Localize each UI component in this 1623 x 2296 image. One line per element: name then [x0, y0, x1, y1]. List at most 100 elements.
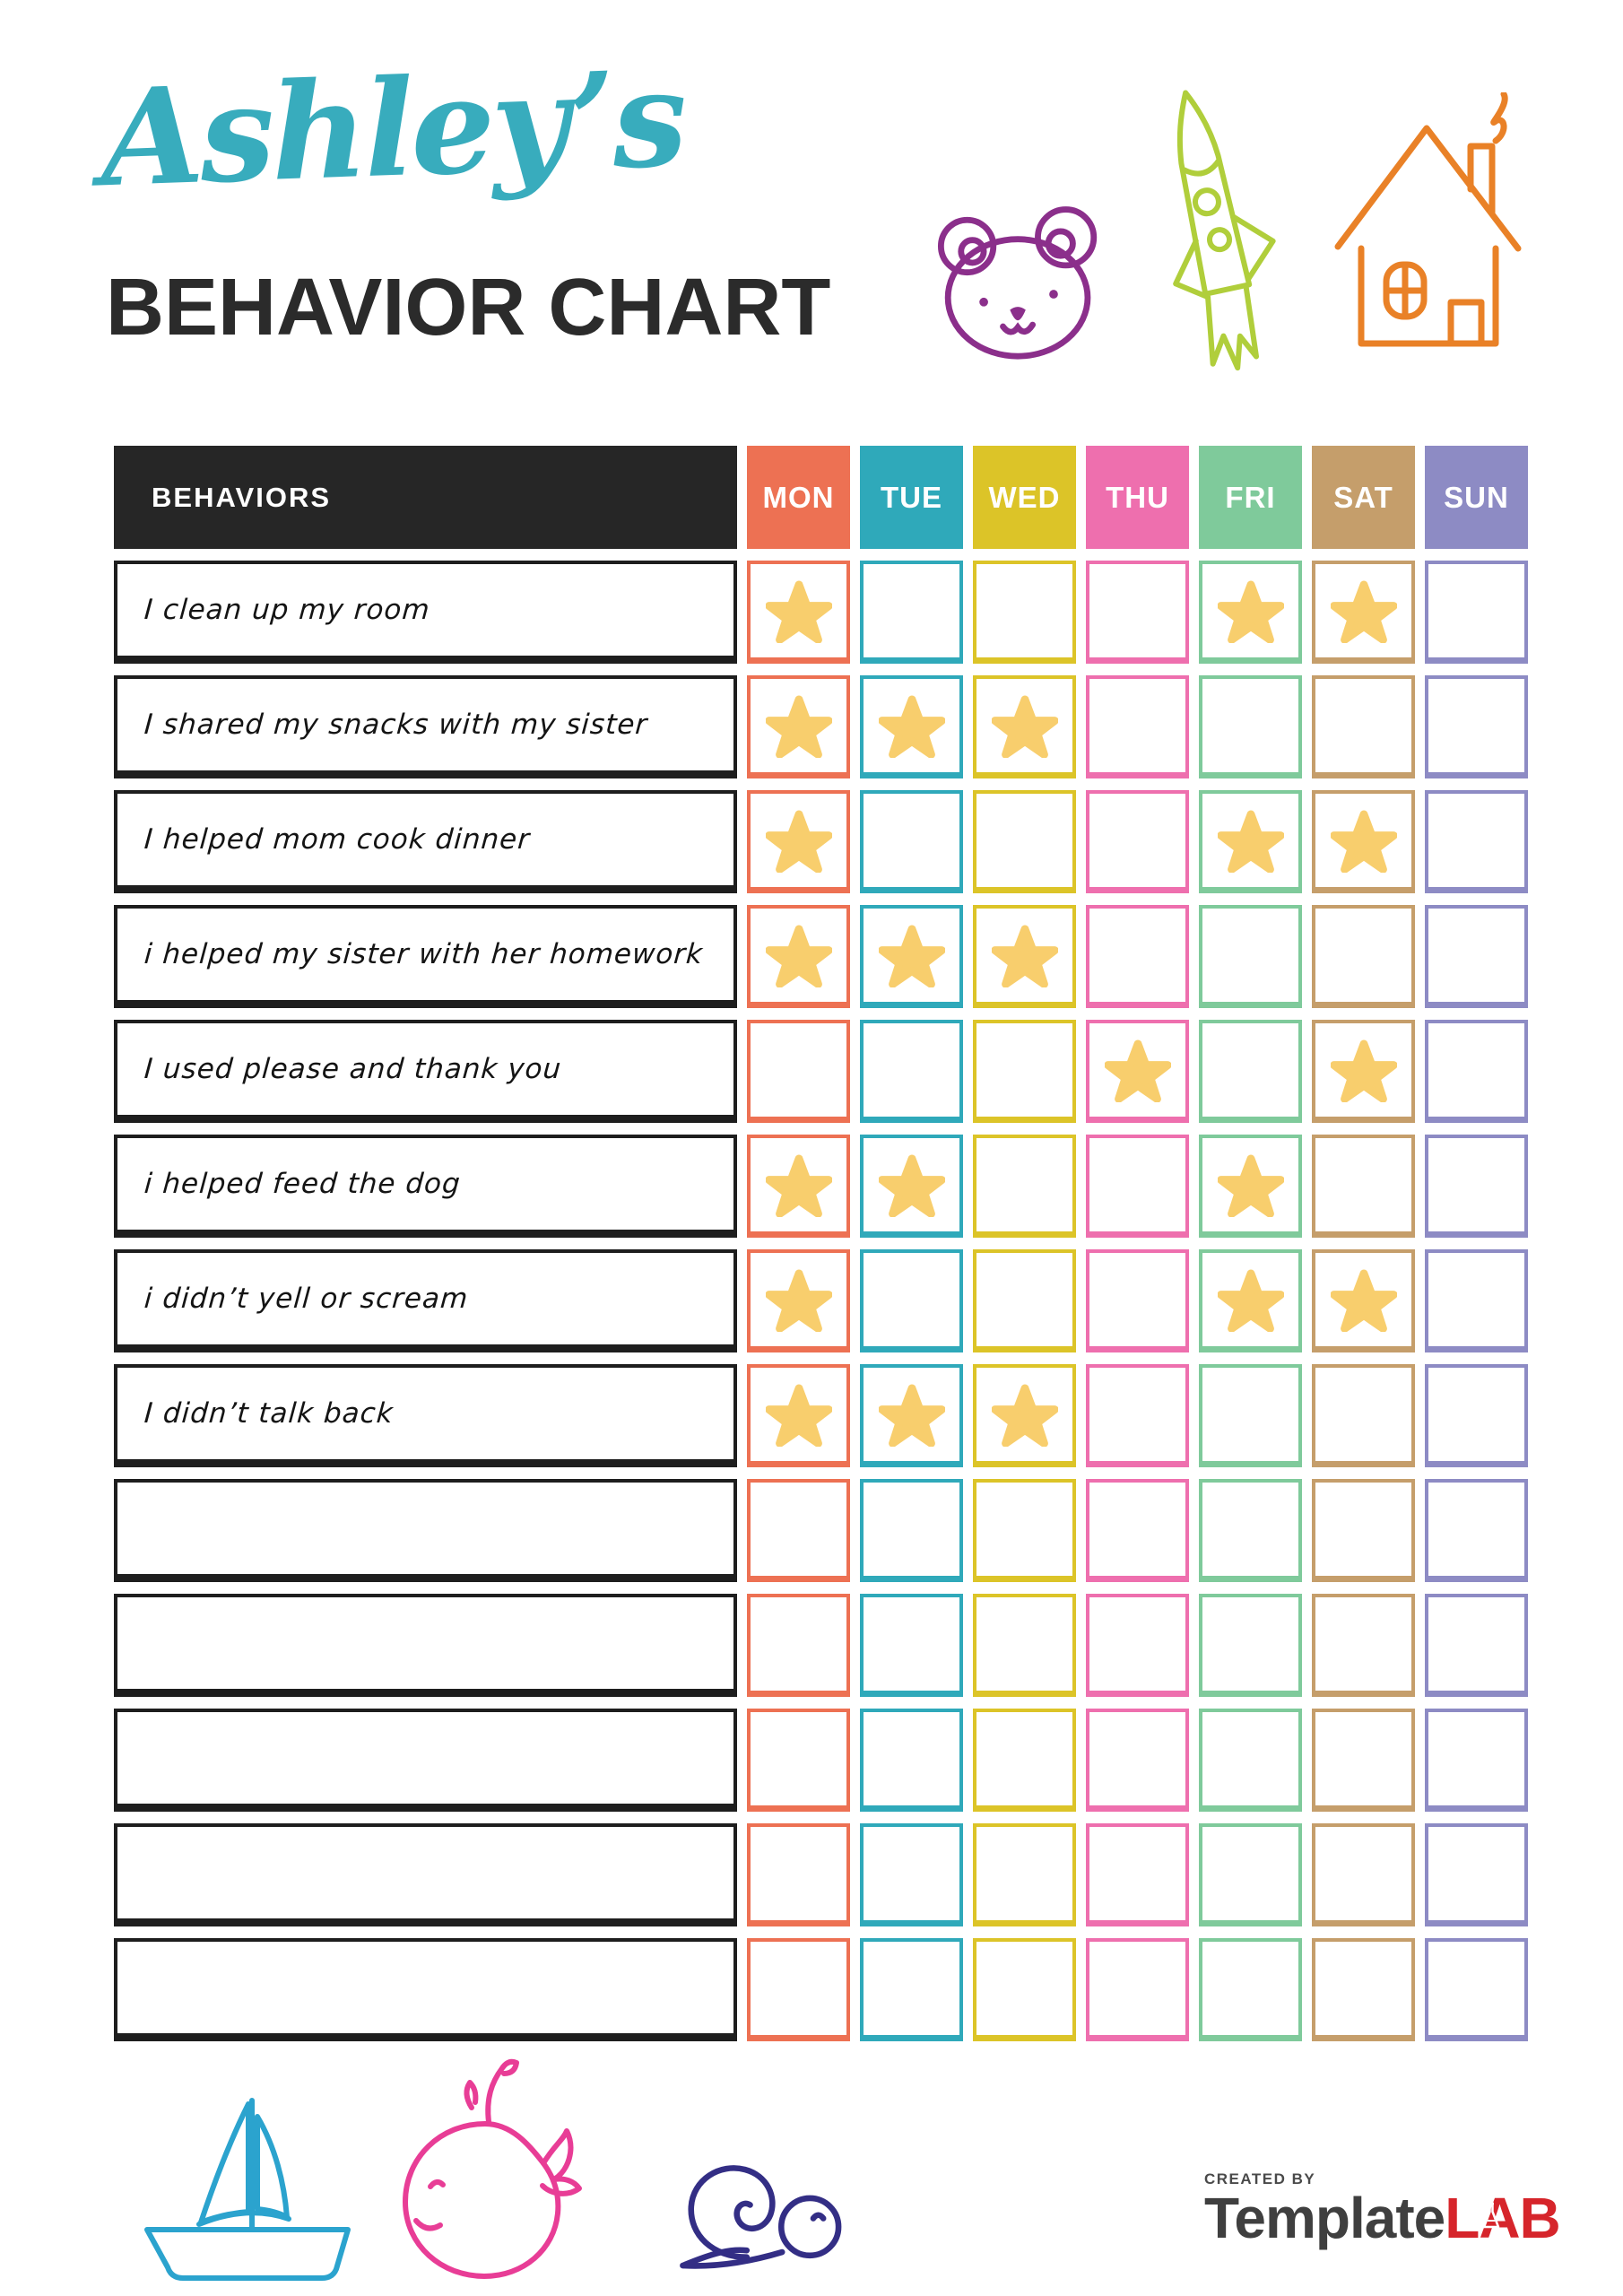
star-cell-wed [973, 1249, 1076, 1352]
star-cell-mon [747, 790, 850, 893]
star-cell-tue [860, 561, 963, 664]
star-cell-tue [860, 905, 963, 1008]
star-cell-sat [1312, 1020, 1415, 1123]
behavior-label: i helped feed the dog [114, 1135, 737, 1238]
star-cell-thu [1086, 1135, 1189, 1238]
star-cell-thu [1086, 1479, 1189, 1582]
star-cell-tue [860, 675, 963, 778]
star-cell-sun [1425, 1020, 1528, 1123]
star-cell-thu [1086, 905, 1189, 1008]
page-title: BEHAVIOR CHART [106, 263, 831, 352]
star-cell-fri [1199, 905, 1302, 1008]
day-header-sat: SAT [1312, 446, 1415, 549]
behavior-text: i helped feed the dog [143, 1168, 462, 1200]
star-cell-sun [1425, 905, 1528, 1008]
star-cell-tue [860, 1479, 963, 1582]
behavior-text: i didn’t yell or scream [143, 1283, 470, 1315]
star-cell-sat [1312, 1594, 1415, 1697]
house-icon [1334, 92, 1522, 347]
brand-primary-text: Template [1204, 2186, 1445, 2250]
star-cell-sun [1425, 790, 1528, 893]
star-cell-sat [1312, 1938, 1415, 2041]
behaviors-column-header: BEHAVIORS [114, 446, 737, 549]
star-icon [1330, 809, 1397, 873]
star-cell-sun [1425, 561, 1528, 664]
behavior-label: I didn’t talk back [114, 1364, 737, 1467]
star-cell-sun [1425, 1364, 1528, 1467]
templatelab-logo: CREATED BY TemplateLAB [1204, 2170, 1561, 2250]
behavior-label [114, 1479, 737, 1582]
star-cell-sat [1312, 1249, 1415, 1352]
star-icon [878, 1383, 945, 1447]
star-cell-sat [1312, 1823, 1415, 1926]
star-icon [1330, 579, 1397, 643]
rocket-icon [1173, 90, 1276, 371]
star-icon [991, 924, 1058, 987]
behavior-text: I shared my snacks with my sister [143, 709, 649, 741]
star-cell-sat [1312, 905, 1415, 1008]
star-cell-thu [1086, 1249, 1189, 1352]
behavior-label: i helped my sister with her homework [114, 905, 737, 1008]
star-cell-fri [1199, 1709, 1302, 1812]
star-icon [1217, 809, 1284, 873]
star-cell-sun [1425, 1479, 1528, 1582]
star-cell-mon [747, 1594, 850, 1697]
star-cell-fri [1199, 1249, 1302, 1352]
behavior-label: I helped mom cook dinner [114, 790, 737, 893]
star-cell-mon [747, 561, 850, 664]
star-cell-wed [973, 675, 1076, 778]
star-cell-sun [1425, 1594, 1528, 1697]
behavior-label: i didn’t yell or scream [114, 1249, 737, 1352]
behavior-text: I used please and thank you [143, 1053, 563, 1085]
star-cell-tue [860, 1135, 963, 1238]
star-icon [765, 924, 832, 987]
star-cell-sat [1312, 1364, 1415, 1467]
star-cell-mon [747, 1938, 850, 2041]
star-cell-tue [860, 790, 963, 893]
star-cell-thu [1086, 1020, 1189, 1123]
snail-icon [680, 2165, 842, 2269]
day-header-wed: WED [973, 446, 1076, 549]
star-cell-wed [973, 1594, 1076, 1697]
star-cell-thu [1086, 1594, 1189, 1697]
star-cell-tue [860, 1594, 963, 1697]
star-cell-fri [1199, 675, 1302, 778]
star-cell-tue [860, 1364, 963, 1467]
star-icon [765, 694, 832, 758]
day-header-fri: FRI [1199, 446, 1302, 549]
behavior-label [114, 1594, 737, 1697]
day-header-sun: SUN [1425, 446, 1528, 549]
star-cell-sun [1425, 1823, 1528, 1926]
brand-accent-text: LAB [1445, 2186, 1561, 2250]
star-cell-wed [973, 905, 1076, 1008]
bear-icon [937, 206, 1098, 360]
star-cell-sat [1312, 1709, 1415, 1812]
star-icon [878, 924, 945, 987]
star-icon [991, 694, 1058, 758]
child-name-title: Ashley’s [98, 39, 687, 217]
star-cell-tue [860, 1249, 963, 1352]
star-cell-wed [973, 1364, 1076, 1467]
star-cell-tue [860, 1938, 963, 2041]
star-cell-tue [860, 1823, 963, 1926]
star-cell-wed [973, 1020, 1076, 1123]
star-cell-thu [1086, 561, 1189, 664]
star-cell-fri [1199, 1938, 1302, 2041]
behavior-label [114, 1938, 737, 2041]
star-cell-sat [1312, 675, 1415, 778]
star-cell-fri [1199, 1823, 1302, 1926]
star-cell-mon [747, 1364, 850, 1467]
star-cell-sat [1312, 1479, 1415, 1582]
behavior-label: I used please and thank you [114, 1020, 737, 1123]
day-header-thu: THU [1086, 446, 1189, 549]
star-cell-sun [1425, 1249, 1528, 1352]
star-cell-wed [973, 1938, 1076, 2041]
day-header-tue: TUE [860, 446, 963, 549]
star-cell-mon [747, 1479, 850, 1582]
star-cell-sun [1425, 1135, 1528, 1238]
star-icon [1104, 1039, 1171, 1102]
created-by-label: CREATED BY [1204, 2170, 1316, 2187]
star-cell-sun [1425, 1709, 1528, 1812]
star-icon [878, 1153, 945, 1217]
